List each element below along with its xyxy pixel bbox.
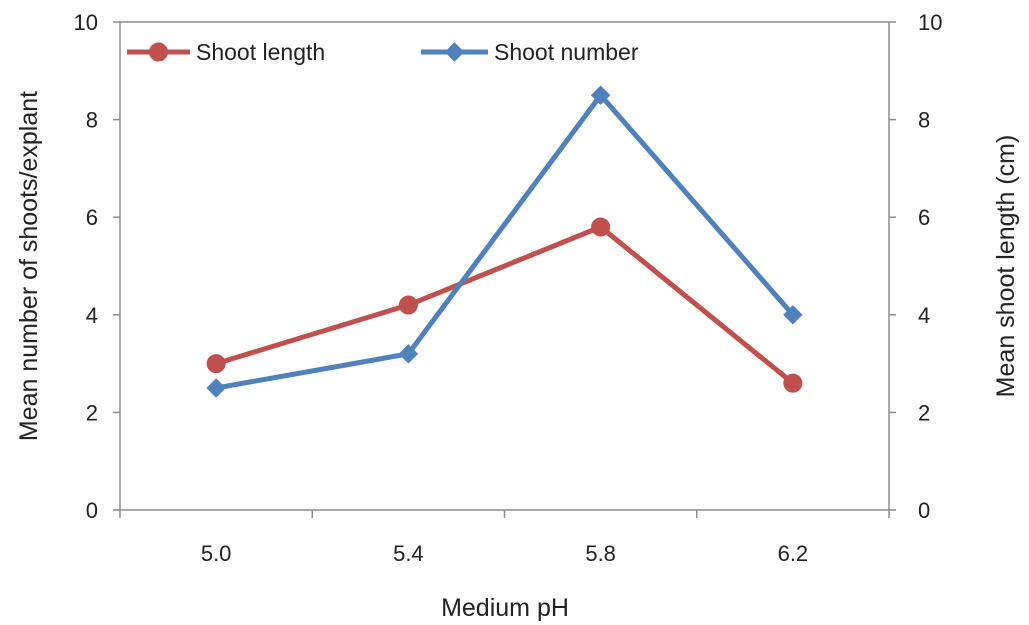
data-point: [783, 305, 803, 325]
series-line: [215, 224, 795, 386]
x-tick-label: 6.2: [778, 541, 809, 566]
y-left-tick-label: 10: [74, 10, 98, 35]
y-right-tick-label: 2: [918, 400, 930, 425]
y-left-tick-label: 8: [86, 108, 98, 133]
x-tick-label: 5.0: [201, 541, 232, 566]
series-layer: [206, 85, 803, 398]
y-right-tick-label: 8: [918, 108, 930, 133]
y-left-tick-label: 6: [86, 205, 98, 230]
legend-swatch-marker: [444, 42, 465, 62]
y-left-tick-label: 4: [86, 303, 98, 328]
data-point: [206, 378, 226, 398]
series-shoot-length: [206, 217, 803, 393]
data-point: [398, 295, 418, 315]
y-left-tick-label: 0: [86, 498, 98, 523]
legend-label: Shoot length: [196, 39, 325, 65]
y-axis-title-right: Mean shoot length (cm): [992, 135, 1020, 398]
legend-item: Shoot length: [127, 39, 325, 65]
y-left-tick-label: 2: [86, 400, 98, 425]
y-right-tick-label: 4: [918, 303, 930, 328]
y-right-tick-label: 10: [918, 10, 942, 35]
y-right-tick-label: 0: [918, 498, 930, 523]
legend-item: Shoot number: [421, 39, 639, 65]
x-tick-label: 5.4: [393, 541, 424, 566]
legend: Shoot length Shoot number: [127, 39, 639, 65]
data-point: [206, 354, 226, 374]
x-tick-label: 5.8: [585, 541, 616, 566]
legend-swatch-marker: [149, 42, 168, 62]
legend-label: Shoot number: [494, 39, 639, 65]
x-axis-title: Medium pH: [441, 594, 569, 622]
axes: 0 2 4 6 8 10 0 2 4 6 8 10 5.0 5.4 5.8 6.2: [74, 10, 943, 566]
y-right-tick-label: 6: [918, 205, 930, 230]
data-point: [398, 344, 419, 364]
data-point: [783, 373, 803, 393]
series-shoot-number: [206, 85, 803, 398]
data-point: [591, 217, 611, 237]
data-point: [590, 85, 611, 105]
y-axis-title-left: Mean number of shoots/explant: [15, 91, 43, 441]
series-line: [215, 92, 795, 391]
